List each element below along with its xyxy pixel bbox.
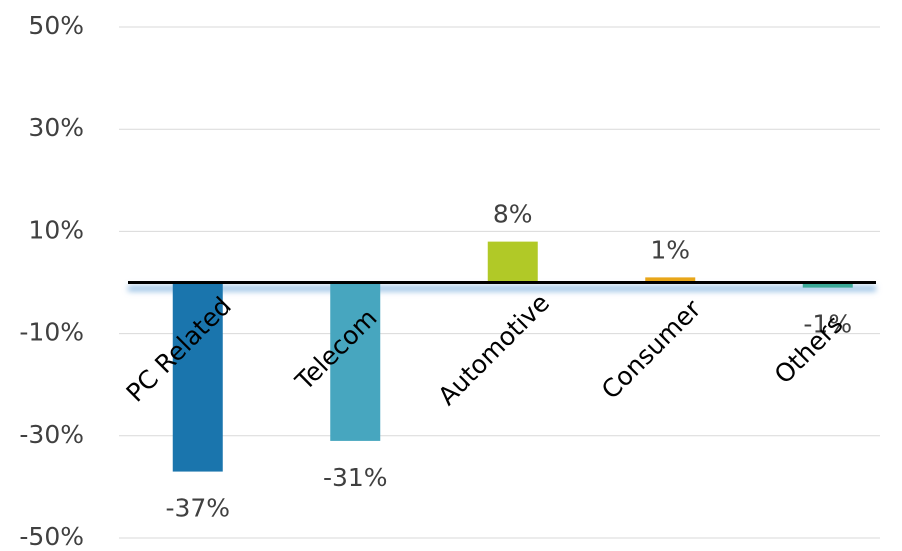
bar: [487, 241, 538, 283]
value-label: -1%: [803, 310, 852, 339]
y-tick-label: 10%: [28, 215, 84, 244]
bar: [645, 277, 696, 283]
bar: [172, 282, 223, 472]
x-tick-label: Consumer: [596, 294, 707, 405]
y-tick-label: 50%: [28, 11, 84, 40]
axis-glow: [128, 285, 876, 292]
y-tick-label: 30%: [28, 113, 84, 142]
bar: [330, 282, 381, 441]
y-tick-label: -30%: [19, 420, 84, 449]
value-label: -31%: [323, 463, 388, 492]
value-label: -37%: [165, 494, 230, 523]
value-label: 8%: [493, 200, 533, 229]
y-tick-label: -50%: [19, 522, 84, 551]
y-tick-label: -10%: [19, 318, 84, 347]
x-tick-label: Automotive: [432, 288, 555, 411]
value-label: 1%: [650, 235, 690, 264]
bar: [802, 282, 853, 288]
